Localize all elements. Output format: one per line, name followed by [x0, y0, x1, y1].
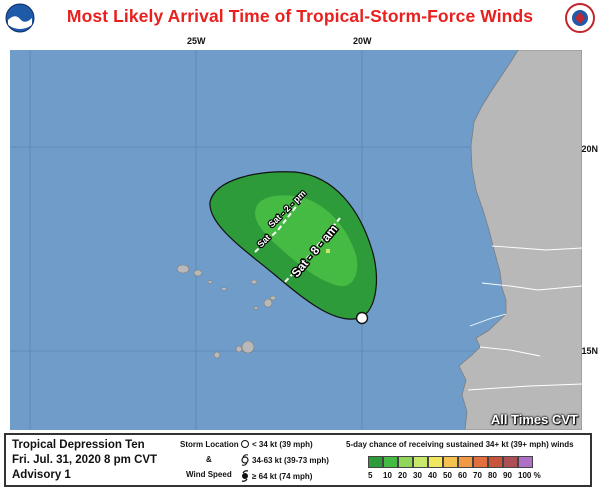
storm-symbol-legend: Storm Location & Wind Speed < 34 kt (39 … [178, 438, 338, 484]
probability-scale-label: 5 [368, 471, 373, 480]
africa-land [458, 50, 582, 430]
probability-scale-label: 90 [503, 471, 512, 480]
probability-scale-label: 100 % [518, 471, 541, 480]
map-canvas: Sat Sat - 2 - pm Sat - 8 - am [10, 50, 582, 430]
storm-datetime: Fri. Jul. 31, 2020 8 pm CVT [12, 454, 158, 466]
storm-advisory: Advisory 1 [12, 469, 71, 481]
latitude-tick-15n: 15N [581, 346, 598, 356]
probability-scale-label: 40 [428, 471, 437, 480]
probability-swatch [398, 456, 413, 468]
hurricane-symbol-icon [242, 473, 248, 479]
amp-label: & [206, 455, 212, 464]
storm-symbols [241, 440, 249, 482]
legend-item-ts-below: < 34 kt (39 mph) [252, 440, 313, 449]
storm-name: Tropical Depression Ten [12, 439, 145, 451]
probability-scale-label: 50 [443, 471, 452, 480]
page-title: Most Likely Arrival Time of Tropical-Sto… [66, 6, 534, 26]
probability-color-scale [368, 456, 533, 468]
header: Most Likely Arrival Time of Tropical-Sto… [0, 0, 600, 34]
probability-swatch [518, 456, 533, 468]
probability-patch [326, 249, 330, 253]
probability-swatch [488, 456, 503, 468]
legend-item-hurricane: ≥ 64 kt (74 mph) [252, 472, 313, 481]
probability-swatch [383, 456, 398, 468]
probability-swatch [458, 456, 473, 468]
legend-panel: Tropical Depression Ten Fri. Jul. 31, 20… [4, 433, 592, 487]
nws-logo [565, 3, 595, 33]
circle-symbol-icon [241, 440, 249, 448]
tropical-storm-symbol-icon [241, 456, 249, 464]
probability-scale-label: 70 [473, 471, 482, 480]
probability-swatch [473, 456, 488, 468]
probability-scale-label: 10 [383, 471, 392, 480]
probability-swatch [368, 456, 383, 468]
borders [467, 245, 582, 391]
probability-scale-label: 80 [488, 471, 497, 480]
storm-info: Tropical Depression Ten Fri. Jul. 31, 20… [12, 438, 157, 483]
timezone-label: All Times CVT [490, 412, 578, 427]
probability-legend-title: 5-day chance of receiving sustained 34+ … [346, 440, 574, 449]
probability-swatch [503, 456, 518, 468]
longitude-tick-25w: 25W [187, 36, 206, 46]
storm-location-marker[interactable] [355, 311, 369, 325]
longitude-tick-20w: 20W [353, 36, 372, 46]
probability-swatch [413, 456, 428, 468]
noaa-logo [5, 3, 35, 33]
forecast-track [254, 194, 306, 253]
probability-swatch [443, 456, 458, 468]
wind-speed-label: Wind Speed [186, 470, 232, 479]
probability-scale-label: 20 [398, 471, 407, 480]
cape-verde-islands [176, 264, 277, 359]
probability-swatch [428, 456, 443, 468]
probability-scale-label: 60 [458, 471, 467, 480]
wind-arrival-zone-inner [255, 195, 358, 287]
map[interactable]: Sat Sat - 2 - pm Sat - 8 - am [10, 50, 582, 430]
probability-scale-labels: 5 10 20 30 40 50 60 70 80 90 100 % [368, 471, 541, 480]
probability-scale-label: 30 [413, 471, 422, 480]
legend-item-ts: 34-63 kt (39-73 mph) [252, 456, 329, 465]
latitude-tick-20n: 20N [581, 144, 598, 154]
forecast-track-2 [284, 217, 341, 283]
storm-location-label: Storm Location [180, 440, 239, 449]
